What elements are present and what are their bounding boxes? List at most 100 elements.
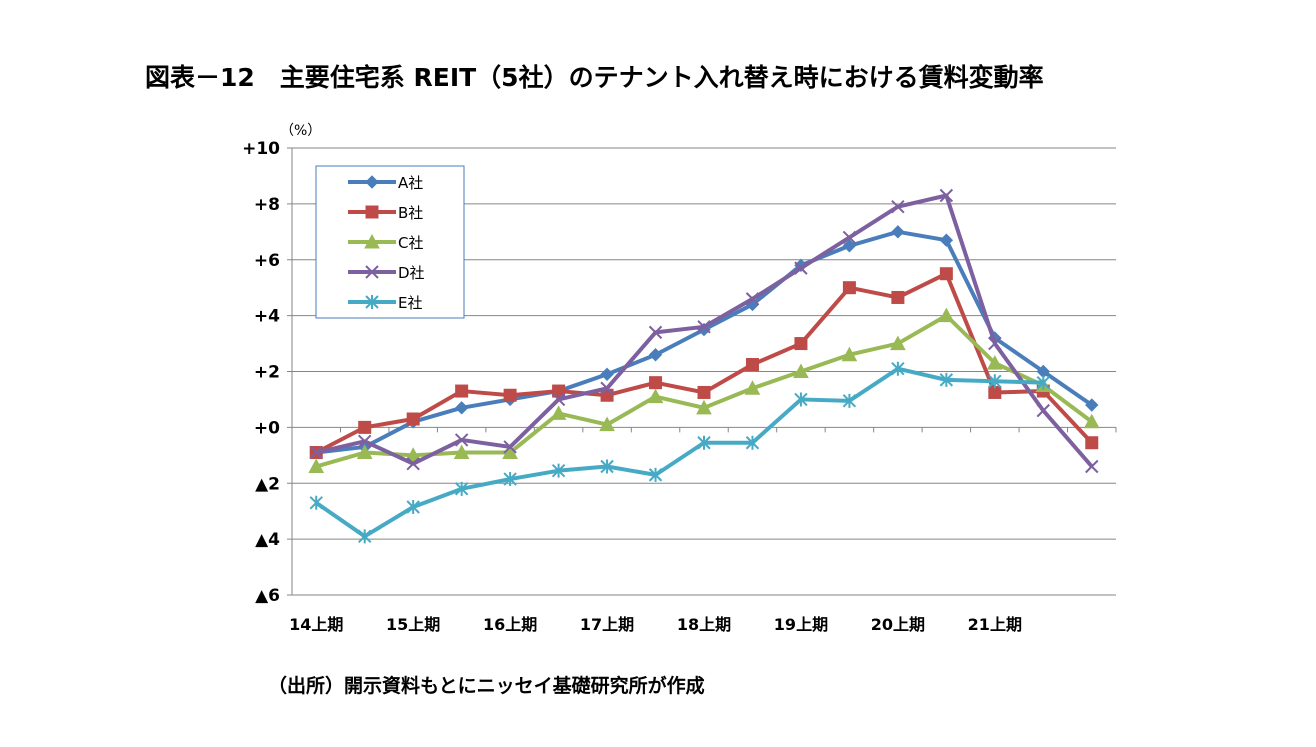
y-tick-label: ▲4	[255, 530, 280, 550]
legend-label: C社	[398, 234, 423, 252]
data-point	[454, 401, 469, 415]
y-tick-label: +10	[242, 139, 280, 159]
legend: A社 B社 C社 D社 E社	[315, 165, 465, 319]
legend-label: A社	[398, 174, 423, 192]
series-2	[308, 307, 1100, 473]
y-tick-label: +8	[254, 195, 280, 215]
data-point	[503, 388, 517, 402]
y-tick-label: +4	[254, 307, 280, 327]
legend-item: B社	[348, 204, 423, 222]
legend-label: D社	[398, 264, 425, 282]
data-point	[696, 399, 712, 415]
data-point	[794, 261, 808, 275]
data-point	[406, 456, 420, 471]
data-point	[357, 434, 372, 449]
data-point	[890, 335, 906, 351]
data-point	[939, 372, 954, 387]
chart-title: 図表－12 主要住宅系 REIT（5社）のテナント入れ替え時における賃料変動率	[145, 63, 1044, 92]
data-point	[600, 459, 614, 474]
data-point	[648, 325, 663, 340]
data-point	[842, 281, 856, 295]
data-point	[308, 458, 325, 473]
data-point	[406, 412, 420, 426]
data-point	[794, 392, 808, 407]
data-point	[356, 444, 373, 460]
data-point	[309, 445, 323, 460]
data-point	[841, 346, 858, 362]
legend-item: E社	[348, 294, 422, 312]
data-point	[365, 205, 379, 219]
data-point	[988, 336, 1002, 351]
data-point	[842, 230, 857, 245]
data-point	[453, 444, 470, 460]
data-point	[365, 175, 379, 189]
legend-item: A社	[348, 174, 423, 192]
data-point	[550, 405, 567, 420]
data-point	[891, 361, 905, 376]
x-tick-label: 21上期	[968, 615, 1022, 634]
y-unit-label: （%）	[280, 123, 321, 139]
x-tick-label: 18上期	[677, 615, 731, 634]
data-point	[939, 267, 953, 281]
data-point	[794, 337, 808, 351]
x-tick-label: 17上期	[580, 615, 634, 634]
series-3	[309, 188, 1099, 474]
data-point	[309, 495, 323, 510]
x-tick-label: 15上期	[386, 615, 440, 634]
data-point	[939, 188, 954, 203]
data-point	[405, 447, 422, 462]
data-point	[647, 388, 664, 404]
data-point	[358, 420, 372, 434]
y-tick-label: +0	[254, 418, 280, 438]
data-point	[406, 499, 420, 514]
legend-label: B社	[398, 204, 423, 222]
x-tick-label: 20上期	[871, 615, 925, 634]
data-point	[503, 472, 517, 487]
data-point	[454, 481, 469, 496]
data-point	[600, 367, 614, 382]
series-line	[315, 366, 1044, 539]
x-tick-label: 16上期	[483, 615, 537, 634]
legend-item: C社	[348, 233, 423, 252]
data-point	[842, 393, 857, 408]
data-point	[551, 392, 566, 407]
data-point	[648, 467, 663, 482]
data-point	[793, 363, 809, 378]
x-tick-label: 19上期	[774, 615, 828, 634]
data-point	[502, 444, 518, 460]
data-point	[365, 265, 379, 279]
data-point	[365, 295, 379, 309]
data-point	[744, 380, 761, 395]
data-point	[649, 376, 663, 390]
data-point	[551, 463, 566, 478]
data-point	[697, 385, 711, 399]
data-point	[745, 358, 759, 372]
series-lines	[308, 188, 1100, 544]
data-point	[1085, 459, 1099, 474]
data-point	[1083, 413, 1100, 429]
data-point	[697, 320, 711, 334]
series-4	[309, 361, 1050, 544]
data-point	[939, 233, 954, 247]
data-point	[891, 225, 905, 239]
data-point	[454, 433, 469, 447]
data-point	[745, 435, 760, 450]
axes: +10 +8 +6 +4 +2 +0 ▲2 ▲4 ▲6 （%） 14上期 15上期 16上期 17上期 18…	[242, 123, 1117, 634]
data-point	[1036, 375, 1050, 390]
data-point	[842, 239, 857, 253]
data-point	[986, 355, 1003, 370]
data-point	[745, 292, 760, 306]
data-point	[891, 290, 905, 304]
data-point	[891, 199, 905, 214]
data-point	[503, 440, 517, 454]
source-note: （出所）開示資料もとにニッセイ基礎研究所が作成	[268, 675, 705, 697]
x-tick-label: 14上期	[289, 615, 343, 634]
data-point	[599, 416, 615, 432]
y-tick-label: ▲6	[255, 586, 280, 606]
legend-label: E社	[398, 294, 422, 312]
data-point	[1036, 403, 1050, 418]
y-tick-label: +6	[254, 251, 280, 271]
data-point	[697, 435, 711, 450]
data-point	[364, 233, 380, 249]
